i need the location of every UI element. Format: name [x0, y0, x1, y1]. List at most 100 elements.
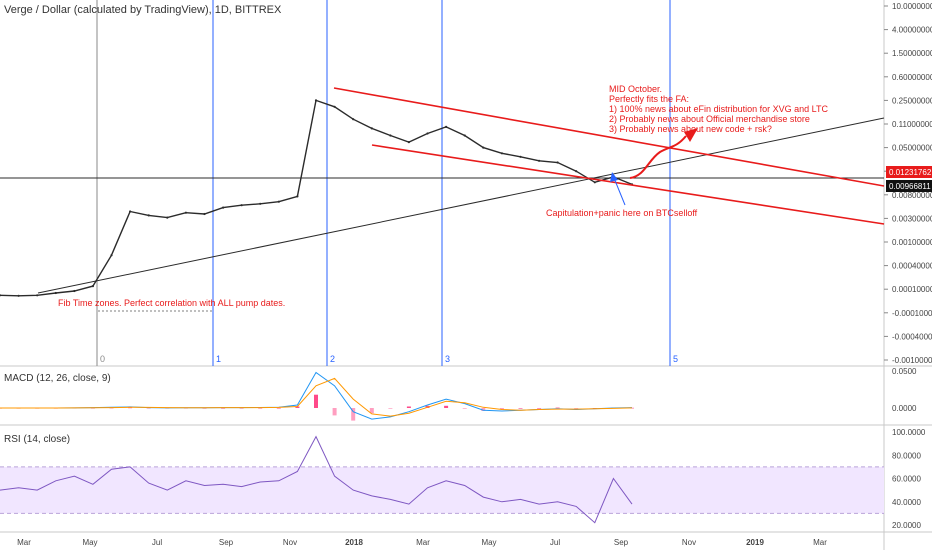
price-point — [389, 134, 392, 137]
fib-zone-label: 2 — [330, 354, 335, 364]
price-point — [147, 214, 150, 217]
price-point — [73, 289, 76, 293]
price-point — [482, 146, 485, 149]
time-axis-tick-label: Mar — [416, 538, 430, 547]
macd-axis-tick-label: 0.0000 — [892, 404, 917, 413]
price-axis-tick-label: 0.00300000 — [892, 214, 932, 223]
price-badges: 0.01231762 0.00966811 — [886, 166, 932, 192]
time-axis-tick-label: May — [82, 538, 97, 547]
rsi-axis-tick-label: 100.0000 — [892, 428, 926, 437]
rsi-band-fill — [0, 466, 884, 514]
time-axis-tick-label: 2018 — [345, 538, 363, 547]
macd-axis-tick-label: 0.0500 — [892, 367, 917, 376]
price-point — [222, 206, 225, 209]
rsi-axis-tick-label: 60.0000 — [892, 475, 921, 484]
channel-upper-trendline[interactable] — [333, 87, 885, 187]
projection-arrow-head — [684, 128, 698, 142]
price-axis-tick-label: 0.00040000 — [892, 262, 932, 271]
macd-histogram-bar — [276, 407, 281, 409]
price-point — [54, 291, 57, 295]
fa-line-1: MID October. — [609, 84, 662, 94]
price-point — [556, 161, 559, 164]
user-drawings[interactable] — [0, 87, 885, 312]
macd-histogram-bar — [444, 405, 449, 408]
channel-lower-trendline[interactable] — [371, 144, 885, 225]
macd-histogram-bar — [555, 407, 560, 409]
projection-arrow[interactable] — [629, 135, 687, 179]
capitulation-annotation: Capitulation+panic here on BTCselloff — [546, 208, 698, 218]
macd-histogram-bar — [146, 408, 151, 409]
time-axis-tick-label: Sep — [614, 538, 629, 547]
fib-zone-label: 1 — [216, 354, 221, 364]
price-axis-tick-label: -0.00040000 — [892, 332, 932, 341]
macd-series — [0, 371, 634, 421]
macd-histogram-bar — [314, 394, 318, 408]
fib-zone-label: 0 — [100, 354, 105, 364]
price-badge-label: 0.00966811 — [889, 182, 931, 191]
rsi-line — [0, 435, 633, 524]
time-axis-tick-label: 2019 — [746, 538, 764, 547]
price-axis-tick-label: 1.50000000 — [892, 49, 932, 58]
rsi-series — [0, 435, 633, 524]
signal-line — [0, 377, 633, 417]
price-point — [519, 155, 522, 158]
price-point — [593, 181, 596, 184]
price-point — [184, 211, 187, 214]
price-axis-tick-label: 0.00800000 — [892, 191, 932, 200]
macd-histogram-bar — [332, 408, 337, 416]
price-point — [203, 212, 206, 216]
support-trendline[interactable] — [37, 117, 885, 294]
price-point — [407, 141, 410, 144]
price-point — [538, 159, 541, 162]
macd-histogram-bar — [462, 408, 467, 409]
price-point — [91, 285, 94, 288]
fib-note-annotation: Fib Time zones. Perfect correlation with… — [58, 298, 285, 308]
macd-histogram-bar — [537, 408, 542, 409]
fa-line-4: 2) Probably news about Official merchand… — [609, 114, 810, 124]
rsi-title: RSI (14, close) — [4, 434, 71, 445]
price-point — [277, 200, 280, 203]
fib-zone-label: 3 — [445, 354, 450, 364]
price-point — [110, 254, 113, 257]
fa-line-2: Perfectly fits the FA: — [609, 94, 689, 104]
price-axis-tick-label: -0.00010000 — [892, 309, 932, 318]
price-point — [370, 127, 373, 130]
rsi-axis[interactable]: 100.0000 80.0000 60.0000 40.0000 20.0000 — [892, 428, 926, 530]
price-point — [445, 125, 448, 128]
rsi-axis-tick-label: 40.0000 — [892, 498, 921, 507]
macd-histogram-bar — [369, 408, 374, 414]
macd-histogram-bar — [481, 408, 486, 411]
rsi-band — [0, 466, 884, 514]
time-axis-tick-label: Mar — [17, 538, 31, 547]
chart-title: Verge / Dollar (calculated by TradingVie… — [4, 4, 282, 16]
price-point — [463, 134, 466, 137]
price-axis-tick-label: 0.05000000 — [892, 144, 932, 153]
price-point — [36, 294, 39, 297]
price-axis-tick-label: 0.25000000 — [892, 96, 932, 105]
price-point — [166, 216, 169, 219]
price-axis-tick-label: -0.00100000 — [892, 356, 932, 365]
price-axis-tick-label: 0.00100000 — [892, 238, 932, 247]
price-point — [333, 105, 336, 108]
price-point — [314, 99, 318, 102]
price-axis-tick-label: 4.00000000 — [892, 26, 932, 35]
macd-histogram-bar — [295, 406, 300, 408]
fa-line-5: 3) Probably news about new code + rsk? — [609, 124, 772, 134]
price-badge-label: 0.01231762 — [889, 168, 932, 177]
macd-histogram-bar — [351, 408, 356, 421]
macd-axis[interactable]: 0.0500 0.0000 — [892, 367, 917, 413]
time-axis[interactable]: Mar May Jul Sep Nov 2018 Mar May Jul Sep Nov 2019 Ma… — [17, 538, 827, 547]
macd-histogram-bar — [202, 408, 207, 409]
macd-histogram-bar — [406, 406, 411, 408]
price-point — [17, 294, 20, 297]
price-axis-tick-label: 0.00010000 — [892, 285, 932, 294]
macd-histogram-bar — [518, 408, 523, 409]
price-point — [259, 202, 262, 205]
price-point — [240, 204, 243, 207]
time-axis-tick-label: Nov — [283, 538, 297, 547]
macd-histogram-bar — [574, 408, 579, 409]
rsi-axis-tick-label: 80.0000 — [892, 451, 921, 460]
time-axis-tick-label: Sep — [219, 538, 234, 547]
